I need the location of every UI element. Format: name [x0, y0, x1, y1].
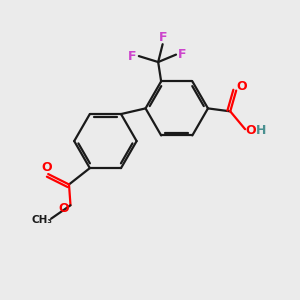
- Text: O: O: [245, 124, 256, 137]
- Text: O: O: [58, 202, 69, 215]
- Text: O: O: [41, 161, 52, 174]
- Text: F: F: [159, 31, 167, 44]
- Text: O: O: [236, 80, 247, 94]
- Text: CH₃: CH₃: [32, 215, 53, 225]
- Text: F: F: [128, 50, 136, 63]
- Text: F: F: [178, 48, 187, 61]
- Text: H: H: [256, 124, 267, 137]
